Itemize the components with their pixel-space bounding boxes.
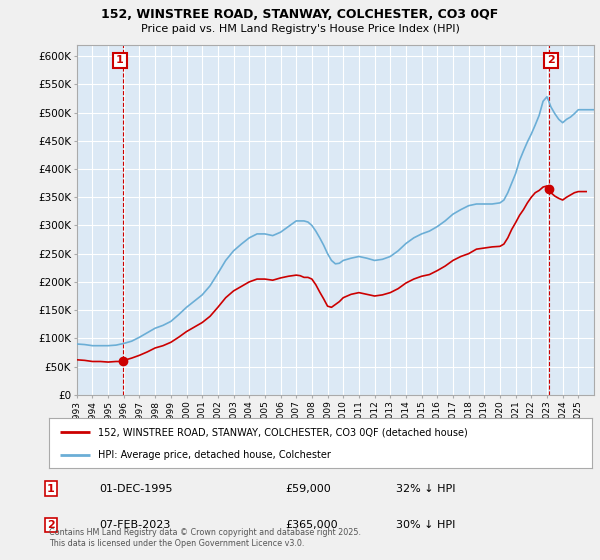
- Text: 2: 2: [47, 520, 55, 530]
- Text: £365,000: £365,000: [285, 520, 338, 530]
- Text: 32% ↓ HPI: 32% ↓ HPI: [396, 484, 455, 493]
- Text: 01-DEC-1995: 01-DEC-1995: [99, 484, 173, 493]
- Text: 07-FEB-2023: 07-FEB-2023: [99, 520, 170, 530]
- Text: 2: 2: [547, 55, 555, 66]
- Text: 30% ↓ HPI: 30% ↓ HPI: [396, 520, 455, 530]
- Text: Contains HM Land Registry data © Crown copyright and database right 2025.
This d: Contains HM Land Registry data © Crown c…: [49, 528, 361, 548]
- Text: 1: 1: [47, 484, 55, 493]
- Text: £59,000: £59,000: [285, 484, 331, 493]
- Text: Price paid vs. HM Land Registry's House Price Index (HPI): Price paid vs. HM Land Registry's House …: [140, 24, 460, 34]
- Text: 152, WINSTREE ROAD, STANWAY, COLCHESTER, CO3 0QF (detached house): 152, WINSTREE ROAD, STANWAY, COLCHESTER,…: [98, 427, 468, 437]
- Text: 1: 1: [116, 55, 124, 66]
- Text: HPI: Average price, detached house, Colchester: HPI: Average price, detached house, Colc…: [98, 450, 331, 460]
- Text: 152, WINSTREE ROAD, STANWAY, COLCHESTER, CO3 0QF: 152, WINSTREE ROAD, STANWAY, COLCHESTER,…: [101, 8, 499, 21]
